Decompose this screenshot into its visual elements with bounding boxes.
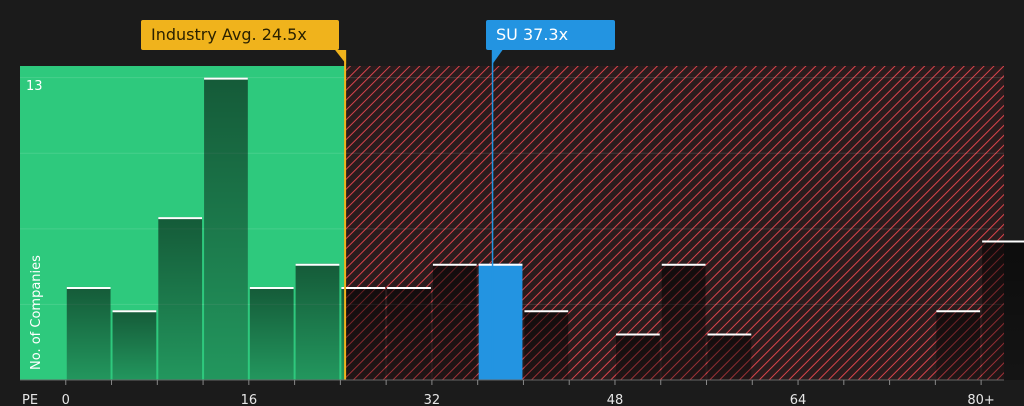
x-axis-label: PE bbox=[22, 393, 38, 406]
y-max-label: 13 bbox=[26, 79, 43, 94]
histogram-bar bbox=[295, 263, 340, 380]
x-tick-label: 0 bbox=[62, 393, 70, 406]
x-tick-label: 64 bbox=[790, 393, 807, 406]
histogram-bar bbox=[112, 310, 157, 380]
histogram-bar bbox=[249, 286, 294, 380]
histogram-bar bbox=[982, 240, 1024, 380]
histogram-bar bbox=[66, 286, 111, 380]
x-tick-label: 32 bbox=[424, 393, 441, 406]
x-axis: PE 0 16 32 48 64 80+ bbox=[20, 379, 1004, 406]
y-axis-label: No. of Companies bbox=[29, 255, 44, 370]
value-markers bbox=[335, 50, 503, 380]
histogram-bar bbox=[341, 286, 386, 380]
x-tick-label: 48 bbox=[607, 393, 624, 406]
histogram-bar bbox=[524, 310, 569, 380]
company-pe-pointer bbox=[492, 50, 503, 64]
histogram-bar bbox=[615, 333, 660, 380]
histogram-bar bbox=[158, 217, 203, 380]
histogram-bars bbox=[66, 77, 1024, 380]
industry-avg-callout: Industry Avg. 24.5x bbox=[141, 20, 339, 50]
histogram-bar bbox=[707, 333, 752, 380]
x-tick-label: 80+ bbox=[967, 393, 994, 406]
company-pe-callout: SU 37.3x bbox=[486, 20, 615, 50]
x-tick-label: 16 bbox=[241, 393, 258, 406]
histogram-bar bbox=[661, 263, 706, 380]
histogram-bar bbox=[387, 286, 431, 380]
histogram-bar bbox=[432, 263, 477, 380]
histogram-bar bbox=[936, 310, 981, 380]
company-bar bbox=[478, 263, 523, 380]
industry-avg-pointer bbox=[335, 50, 347, 64]
histogram-bar bbox=[204, 77, 248, 380]
